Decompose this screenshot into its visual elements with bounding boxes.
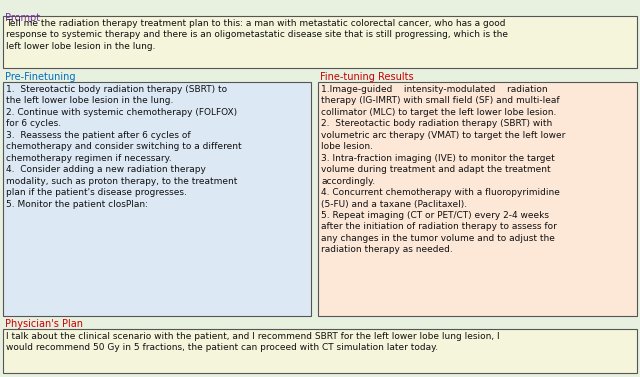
Text: 1.Image-guided    intensity-modulated    radiation
therapy (IG-IMRT) with small : 1.Image-guided intensity-modulated radia… [321,85,565,254]
Text: 1.  Stereotactic body radiation therapy (SBRT) to
the left lower lobe lesion in : 1. Stereotactic body radiation therapy (… [6,85,242,208]
FancyBboxPatch shape [3,329,637,373]
Text: Pre-Finetuning: Pre-Finetuning [5,72,76,82]
FancyBboxPatch shape [3,16,637,68]
Text: I talk about the clinical scenario with the patient, and I recommend SBRT for th: I talk about the clinical scenario with … [6,332,500,352]
FancyBboxPatch shape [3,82,311,316]
Text: Prompt: Prompt [5,13,40,23]
Text: Physician's Plan: Physician's Plan [5,319,83,329]
Text: Fine-tuning Results: Fine-tuning Results [320,72,413,82]
Text: Tell me the radiation therapy treatment plan to this: a man with metastatic colo: Tell me the radiation therapy treatment … [6,19,508,51]
FancyBboxPatch shape [318,82,637,316]
